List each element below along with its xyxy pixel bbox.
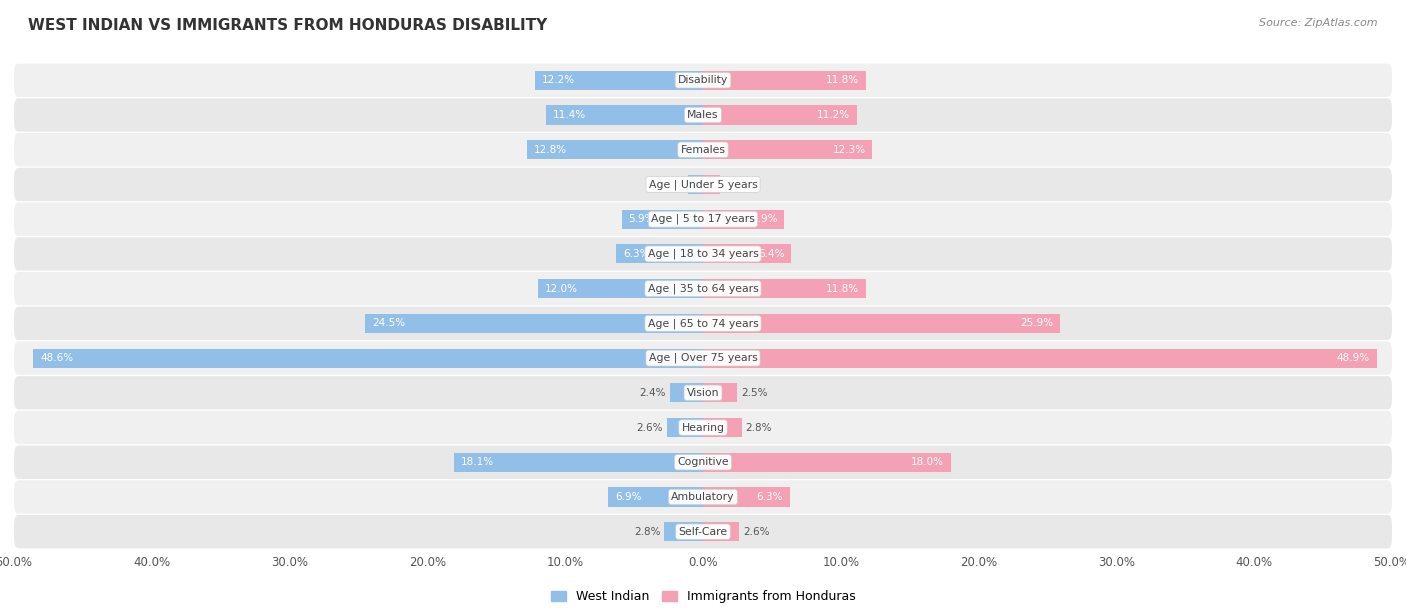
Bar <box>703 244 792 263</box>
Text: 5.9%: 5.9% <box>751 214 778 224</box>
Text: 2.5%: 2.5% <box>741 388 768 398</box>
FancyBboxPatch shape <box>14 168 1392 201</box>
Bar <box>366 314 703 333</box>
Text: Cognitive: Cognitive <box>678 457 728 467</box>
Text: 12.8%: 12.8% <box>533 145 567 155</box>
Bar <box>703 349 1376 368</box>
Bar <box>669 383 703 402</box>
Bar <box>607 487 703 507</box>
Bar <box>668 418 703 437</box>
Text: Males: Males <box>688 110 718 120</box>
Text: WEST INDIAN VS IMMIGRANTS FROM HONDURAS DISABILITY: WEST INDIAN VS IMMIGRANTS FROM HONDURAS … <box>28 18 547 34</box>
Text: 11.8%: 11.8% <box>825 283 859 294</box>
Text: Age | Over 75 years: Age | Over 75 years <box>648 353 758 364</box>
Text: 1.1%: 1.1% <box>657 179 683 190</box>
Text: 6.9%: 6.9% <box>614 492 641 502</box>
Text: Self-Care: Self-Care <box>679 527 727 537</box>
FancyBboxPatch shape <box>14 411 1392 444</box>
FancyBboxPatch shape <box>14 376 1392 409</box>
Text: Age | 5 to 17 years: Age | 5 to 17 years <box>651 214 755 225</box>
Text: 12.2%: 12.2% <box>541 75 575 85</box>
Bar <box>454 453 703 472</box>
Text: 18.1%: 18.1% <box>461 457 494 467</box>
Bar <box>703 418 741 437</box>
Bar <box>703 71 866 90</box>
Text: 5.9%: 5.9% <box>628 214 655 224</box>
Bar <box>703 522 738 541</box>
Text: 12.3%: 12.3% <box>832 145 866 155</box>
Bar <box>703 105 858 125</box>
Text: 12.0%: 12.0% <box>544 283 578 294</box>
Text: 11.2%: 11.2% <box>817 110 851 120</box>
FancyBboxPatch shape <box>14 133 1392 166</box>
Bar <box>703 279 866 298</box>
Bar <box>621 210 703 229</box>
Bar <box>703 175 720 194</box>
Text: Age | Under 5 years: Age | Under 5 years <box>648 179 758 190</box>
Text: Females: Females <box>681 145 725 155</box>
FancyBboxPatch shape <box>14 203 1392 236</box>
Text: Age | 18 to 34 years: Age | 18 to 34 years <box>648 248 758 259</box>
Bar <box>665 522 703 541</box>
Text: 18.0%: 18.0% <box>911 457 945 467</box>
FancyBboxPatch shape <box>14 64 1392 97</box>
FancyBboxPatch shape <box>14 272 1392 305</box>
Text: Hearing: Hearing <box>682 422 724 433</box>
Bar <box>703 453 950 472</box>
Text: Age | 35 to 64 years: Age | 35 to 64 years <box>648 283 758 294</box>
Bar <box>703 487 790 507</box>
Text: 6.4%: 6.4% <box>758 249 785 259</box>
Bar <box>546 105 703 125</box>
Bar <box>703 140 873 159</box>
FancyBboxPatch shape <box>14 515 1392 548</box>
FancyBboxPatch shape <box>14 307 1392 340</box>
Text: Age | 65 to 74 years: Age | 65 to 74 years <box>648 318 758 329</box>
Text: 2.8%: 2.8% <box>634 527 661 537</box>
Text: 6.3%: 6.3% <box>756 492 783 502</box>
Text: Ambulatory: Ambulatory <box>671 492 735 502</box>
Bar <box>527 140 703 159</box>
Text: 48.9%: 48.9% <box>1337 353 1369 363</box>
Bar <box>34 349 703 368</box>
Text: 11.8%: 11.8% <box>825 75 859 85</box>
Bar <box>703 383 738 402</box>
Text: 48.6%: 48.6% <box>41 353 73 363</box>
FancyBboxPatch shape <box>14 341 1392 375</box>
FancyBboxPatch shape <box>14 237 1392 271</box>
FancyBboxPatch shape <box>14 99 1392 132</box>
Text: 24.5%: 24.5% <box>373 318 405 329</box>
Bar <box>688 175 703 194</box>
Text: 2.6%: 2.6% <box>742 527 769 537</box>
Bar <box>534 71 703 90</box>
FancyBboxPatch shape <box>14 480 1392 513</box>
Text: Disability: Disability <box>678 75 728 85</box>
Bar <box>537 279 703 298</box>
Text: 2.8%: 2.8% <box>745 422 772 433</box>
Bar <box>703 210 785 229</box>
FancyBboxPatch shape <box>14 446 1392 479</box>
Bar <box>703 314 1060 333</box>
Legend: West Indian, Immigrants from Honduras: West Indian, Immigrants from Honduras <box>546 585 860 608</box>
Text: Source: ZipAtlas.com: Source: ZipAtlas.com <box>1260 18 1378 28</box>
Text: 25.9%: 25.9% <box>1019 318 1053 329</box>
Text: Vision: Vision <box>686 388 720 398</box>
Text: 1.2%: 1.2% <box>724 179 751 190</box>
Text: 2.6%: 2.6% <box>637 422 664 433</box>
Bar <box>616 244 703 263</box>
Text: 2.4%: 2.4% <box>640 388 666 398</box>
Text: 6.3%: 6.3% <box>623 249 650 259</box>
Text: 11.4%: 11.4% <box>553 110 586 120</box>
